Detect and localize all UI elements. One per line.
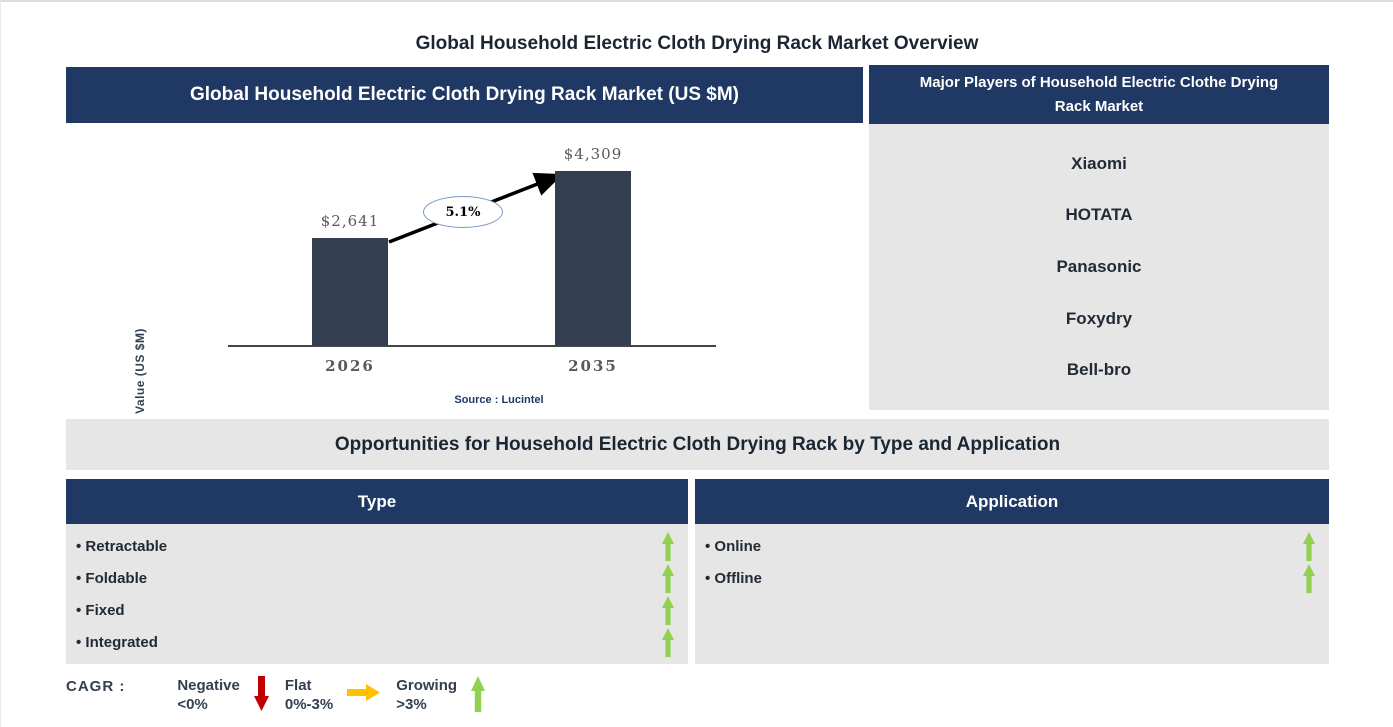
x-tick-2035: 2035 bbox=[568, 357, 618, 375]
flat-right-arrow-icon bbox=[347, 684, 381, 706]
legend-flat-label: Flat bbox=[284, 677, 312, 694]
opportunities-banner: Opportunities for Household Electric Clo… bbox=[66, 419, 1329, 470]
application-item-label: Online bbox=[705, 538, 761, 555]
growing-up-arrow-icon bbox=[662, 531, 674, 561]
legend-growing-range: >3% bbox=[396, 695, 427, 713]
growing-up-arrow-icon bbox=[471, 676, 486, 717]
table-row: Retractable bbox=[66, 530, 688, 562]
legend-flat-text: Flat 0%-3% bbox=[285, 677, 333, 715]
cagr-legend: CAGR : Negative <0% Flat 0%-3% Growing >… bbox=[66, 676, 501, 717]
page-title: Global Household Electric Cloth Drying R… bbox=[415, 33, 979, 54]
bar-value-label-2035: $4,309 bbox=[563, 145, 623, 163]
type-item-label: Integrated bbox=[76, 634, 158, 651]
cagr-legend-prefix: CAGR : bbox=[66, 678, 126, 695]
cagr-trend-arrow-icon bbox=[388, 172, 563, 244]
legend-growing-label: Growing bbox=[396, 677, 458, 694]
player-name: Foxydry bbox=[1065, 308, 1133, 328]
market-chart-header: Global Household Electric Cloth Drying R… bbox=[66, 67, 863, 123]
bar-value-label-2026: $2,641 bbox=[320, 212, 380, 230]
legend-negative-range: <0% bbox=[177, 695, 208, 713]
table-row: Fixed bbox=[66, 594, 688, 626]
type-table: Type Retractable Foldable Fixed bbox=[66, 479, 688, 664]
major-players-header: Major Players of Household Electric Clot… bbox=[869, 65, 1329, 124]
legend-growing-text: Growing >3% bbox=[396, 677, 457, 715]
growing-up-arrow-icon bbox=[662, 595, 674, 625]
application-table-body: Online Offline bbox=[695, 524, 1329, 664]
type-item-label: Fixed bbox=[76, 602, 124, 619]
player-name: Xiaomi bbox=[1071, 153, 1127, 173]
table-row: Foldable bbox=[66, 562, 688, 594]
table-row: Integrated bbox=[66, 626, 688, 658]
x-axis-line bbox=[228, 345, 716, 347]
legend-item-growing: Growing >3% bbox=[396, 676, 501, 717]
cagr-badge: 5.1% bbox=[423, 196, 503, 228]
bar-2035 bbox=[555, 171, 631, 345]
player-name: Panasonic bbox=[1056, 256, 1142, 276]
legend-item-flat: Flat 0%-3% bbox=[285, 676, 396, 715]
growing-up-arrow-icon bbox=[1303, 531, 1315, 561]
major-players-list: Xiaomi HOTATA Panasonic Foxydry Bell-bro bbox=[869, 124, 1329, 410]
application-table-header: Application bbox=[695, 479, 1329, 524]
legend-negative-text: Negative <0% bbox=[177, 677, 240, 715]
type-table-body: Retractable Foldable Fixed Integrated bbox=[66, 524, 688, 664]
negative-down-arrow-icon bbox=[253, 676, 269, 716]
bar-2026 bbox=[312, 238, 388, 345]
growing-up-arrow-icon bbox=[662, 627, 674, 657]
x-tick-2026: 2026 bbox=[325, 357, 375, 375]
application-item-label: Offline bbox=[705, 570, 762, 587]
growing-up-arrow-icon bbox=[1303, 563, 1315, 593]
player-name: HOTATA bbox=[1065, 205, 1133, 225]
market-bar-chart: Value (US $M) $2,641 $4,309 5.1% 2026 20… bbox=[66, 123, 863, 414]
cagr-value: 5.1% bbox=[445, 204, 481, 220]
table-row: Offline bbox=[695, 562, 1329, 594]
market-chart-header-label: Global Household Electric Cloth Drying R… bbox=[190, 84, 739, 105]
major-players-header-label: Major Players of Household Electric Clot… bbox=[919, 74, 1279, 115]
legend-flat-range: 0%-3% bbox=[284, 695, 334, 713]
type-item-label: Foldable bbox=[76, 570, 147, 587]
legend-negative-label: Negative bbox=[177, 677, 240, 694]
type-item-label: Retractable bbox=[76, 538, 167, 555]
source-note: Source : Lucintel bbox=[454, 394, 544, 406]
legend-item-negative: Negative <0% bbox=[177, 676, 285, 716]
table-row: Online bbox=[695, 530, 1329, 562]
type-table-header: Type bbox=[66, 479, 688, 524]
application-table: Application Online Offline bbox=[695, 479, 1329, 664]
player-name: Bell-bro bbox=[1066, 360, 1132, 380]
growing-up-arrow-icon bbox=[662, 563, 674, 593]
